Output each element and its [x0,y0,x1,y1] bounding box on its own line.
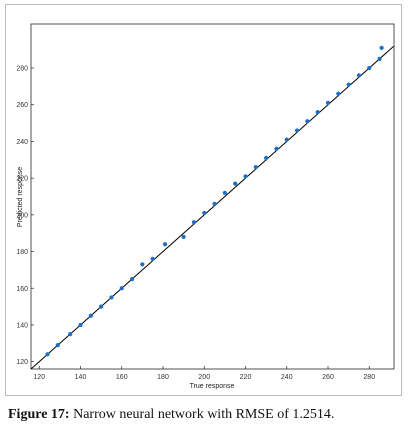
y-axis-title: Predicted response [17,167,24,227]
data-point [253,165,258,170]
data-point [356,73,362,78]
data-point [109,295,114,300]
caption-text: Narrow neural network with RMSE of 1.251… [73,407,335,422]
data-point [99,304,104,309]
data-point [140,262,145,267]
data-point [315,109,320,115]
data-point [68,332,73,337]
data-point [129,276,135,282]
data-point [55,343,60,348]
data-point [264,155,269,161]
x-tick-label: 160 [116,374,128,381]
data-point [88,313,93,318]
y-tick-label: 180 [16,249,28,256]
x-tick-label: 240 [281,374,293,381]
data-point [336,91,341,96]
y-tick-label: 120 [16,359,28,366]
data-point [346,82,351,87]
data-point [377,56,382,61]
data-point [222,190,227,195]
x-tick-label: 220 [240,374,252,381]
data-points [45,45,384,357]
data-point [191,220,197,225]
axis-ticks: 120 140 160 180 200 220 240 260 280 120 140 160 180 2… [16,66,375,381]
data-point [284,137,289,142]
scatter-plot: 120 140 160 180 200 220 240 260 280 120 140 160 180 2… [16,23,395,390]
data-point [243,174,248,179]
data-point [294,128,300,133]
x-tick-label: 120 [33,374,45,381]
y-tick-label: 200 [16,212,28,219]
x-tick-label: 200 [198,374,210,381]
y-tick-label: 240 [16,139,28,146]
y-tick-label: 280 [16,66,28,73]
data-point [78,322,83,328]
data-point [212,201,217,206]
data-point [119,286,124,291]
y-tick-label: 160 [16,286,28,293]
y-tick-label: 220 [16,176,28,183]
data-point [202,210,207,216]
x-tick-label: 280 [363,374,375,381]
caption-label: Figure 17: [8,407,70,422]
figure-caption: Figure 17: Narrow neural network with RM… [8,407,404,423]
plot-area [30,23,395,370]
x-tick-label: 180 [157,374,169,381]
data-point [150,256,155,261]
data-point [162,242,168,247]
data-point [379,45,384,50]
data-point [305,119,310,124]
y-tick-label: 260 [16,102,28,109]
data-point [233,181,238,186]
x-tick-label: 260 [322,374,334,381]
data-point [274,146,279,151]
y-tick-label: 140 [16,322,28,329]
data-point [367,65,372,71]
data-point [45,352,50,357]
data-point [181,234,186,239]
x-tick-label: 140 [75,374,87,381]
x-axis-title: True response [190,383,235,390]
data-point [325,100,331,106]
